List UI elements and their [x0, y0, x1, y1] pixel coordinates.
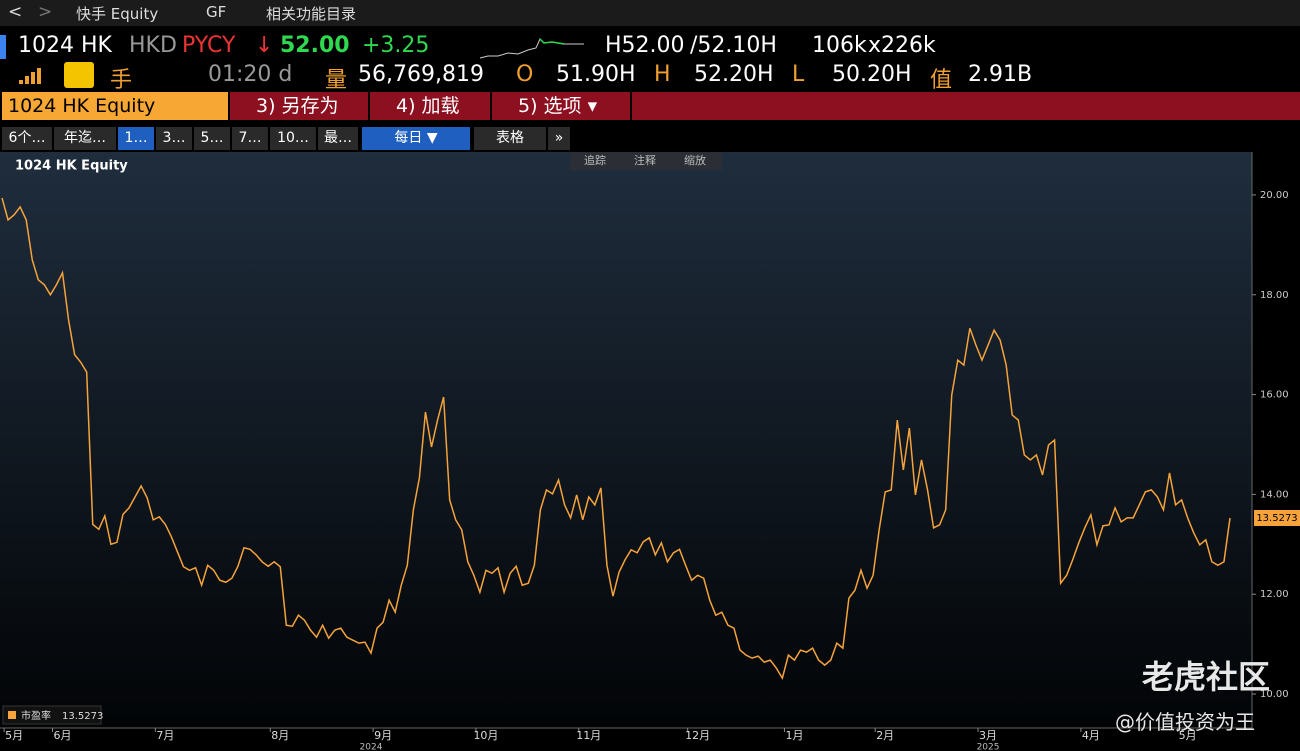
chart-title: 1024 HK Equity: [15, 159, 128, 174]
open-label: O: [516, 62, 534, 87]
arrow: ↓: [255, 33, 274, 58]
low-label: L: [792, 62, 805, 87]
nav-bar: < > 快手 Equity GF 相关功能目录: [0, 0, 1300, 26]
currency: HKD: [129, 33, 177, 58]
source: PYCY: [182, 33, 236, 58]
tab[interactable]: 最…: [318, 127, 358, 150]
value-label: 值: [930, 68, 953, 93]
x-tick-label: 1月: [785, 729, 803, 742]
y-tick-label: 12.00: [1260, 589, 1289, 600]
legend-value: 13.5273: [62, 711, 103, 722]
x-tick-label: 12月: [685, 729, 710, 742]
low: 50.20H: [832, 62, 912, 87]
chart: 1024 HK Equity 10.00 12.00 14.00 16.00 18.00…: [0, 152, 1300, 751]
watermark-brand: 老虎社区: [1142, 658, 1271, 696]
ask-size: x226k: [868, 33, 936, 58]
last-value-box: [1254, 509, 1300, 526]
legend-name: 市盈率: [21, 709, 51, 722]
ask: /52.10H: [690, 33, 777, 58]
x-tick-label: 2月: [876, 729, 894, 742]
tab[interactable]: »: [548, 127, 570, 150]
tool[interactable]: 注释: [634, 154, 656, 167]
x-tick-label: 9月: [374, 729, 392, 742]
nav-item[interactable]: GF: [206, 3, 227, 21]
axis-background: [1252, 152, 1300, 728]
legend-swatch: [8, 711, 16, 719]
x-tick-label: 10月: [473, 729, 498, 742]
bid: H52.00: [605, 33, 685, 58]
x-tick-label: 8月: [271, 729, 289, 742]
watermark-author: @价值投资为王: [1115, 710, 1255, 734]
security-field[interactable]: 1024 HK Equity: [2, 92, 228, 120]
signal-icon: [19, 68, 41, 84]
year-label: 2025: [977, 743, 1000, 751]
change: +3.25: [362, 33, 430, 58]
y-tick-label: 14.00: [1260, 489, 1289, 500]
tab[interactable]: 3…: [156, 127, 192, 150]
y-tick-label: 18.00: [1260, 290, 1289, 301]
bid-size: 106k: [812, 33, 867, 58]
unit: 手: [110, 68, 133, 93]
price: 52.00: [280, 33, 350, 58]
open: 51.90H: [556, 62, 636, 87]
tab[interactable]: 年迄…: [54, 127, 116, 150]
volume-label: 量: [325, 68, 348, 93]
time: 01:20 d: [208, 62, 293, 87]
tool[interactable]: 缩放: [684, 154, 706, 167]
line: [1, 197, 1231, 680]
nav-item[interactable]: 相关功能目录: [266, 5, 357, 23]
x-tick-label: 7月: [156, 729, 174, 742]
sparkline: [479, 38, 584, 59]
y-tick-label: 20.00: [1260, 190, 1289, 201]
menu-button[interactable]: 5) 选项 ▾: [492, 92, 630, 120]
volume: 56,769,819: [358, 62, 484, 87]
year-label: 2024: [360, 743, 383, 751]
x-tick-label: 11月: [576, 729, 601, 742]
last-value-label: 13.5273: [1256, 513, 1297, 524]
ticker: 1024 HK: [18, 33, 112, 58]
menu-button[interactable]: 3) 另存为: [230, 92, 368, 120]
forward[interactable]: >: [38, 2, 53, 22]
back[interactable]: <: [8, 2, 23, 22]
x-tick-label: 6月: [53, 729, 71, 742]
tab[interactable]: 每日 ▼: [362, 127, 470, 150]
nav-item[interactable]: 快手 Equity: [76, 5, 159, 23]
tab[interactable]: 10…: [270, 127, 316, 150]
x-tick-label: 3月: [979, 729, 997, 742]
x-tick-label: 4月: [1082, 729, 1100, 742]
menu-button[interactable]: 4) 加载: [370, 92, 490, 120]
cursor: [0, 35, 6, 59]
legend-box: [2, 705, 102, 725]
high: 52.20H: [694, 62, 774, 87]
gauge-icon[interactable]: [64, 62, 94, 88]
x-tick-label: 5月: [5, 729, 23, 742]
value: 2.91B: [968, 62, 1033, 87]
y-tick-label: 10.00: [1260, 689, 1289, 700]
tool[interactable]: 追踪: [584, 154, 606, 167]
y-tick-label: 16.00: [1260, 390, 1289, 401]
menu-fill: [632, 92, 1300, 120]
tab[interactable]: 6个…: [2, 127, 52, 150]
tab[interactable]: 7…: [232, 127, 268, 150]
tab[interactable]: 5…: [194, 127, 230, 150]
high-label: H: [654, 62, 671, 87]
plot-background: [0, 152, 1252, 728]
tab[interactable]: 表格: [474, 127, 546, 150]
tab[interactable]: 1…: [118, 127, 154, 150]
chart-tools: 追踪 注释 缩放: [570, 152, 722, 170]
x-tick-label: 5月: [1179, 729, 1197, 742]
